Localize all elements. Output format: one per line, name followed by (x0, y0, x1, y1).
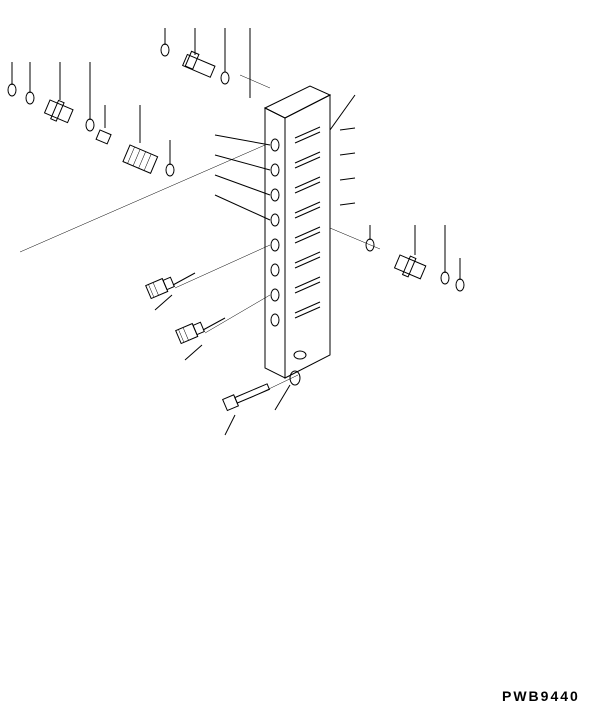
drawing-id-label: PWB9440 (502, 688, 580, 704)
technical-diagram (0, 0, 602, 712)
